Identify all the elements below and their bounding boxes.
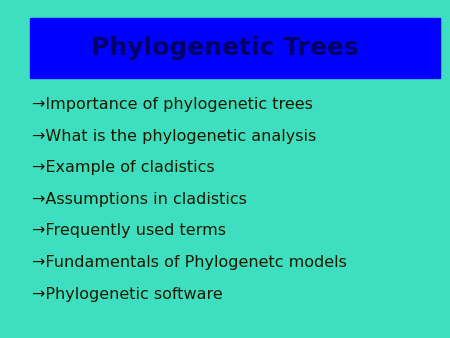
Text: →Frequently used terms: →Frequently used terms: [32, 223, 226, 239]
Text: Phylogenetic Trees: Phylogenetic Trees: [91, 36, 359, 60]
Text: →Importance of phylogenetic trees: →Importance of phylogenetic trees: [32, 97, 313, 113]
Text: →Assumptions in cladistics: →Assumptions in cladistics: [32, 192, 247, 207]
Text: →Fundamentals of Phylogenetc models: →Fundamentals of Phylogenetc models: [32, 255, 347, 270]
FancyBboxPatch shape: [30, 18, 440, 78]
Text: →What is the phylogenetic analysis: →What is the phylogenetic analysis: [32, 129, 316, 144]
Text: →Phylogenetic software: →Phylogenetic software: [32, 287, 223, 301]
Text: →Example of cladistics: →Example of cladistics: [32, 161, 215, 175]
